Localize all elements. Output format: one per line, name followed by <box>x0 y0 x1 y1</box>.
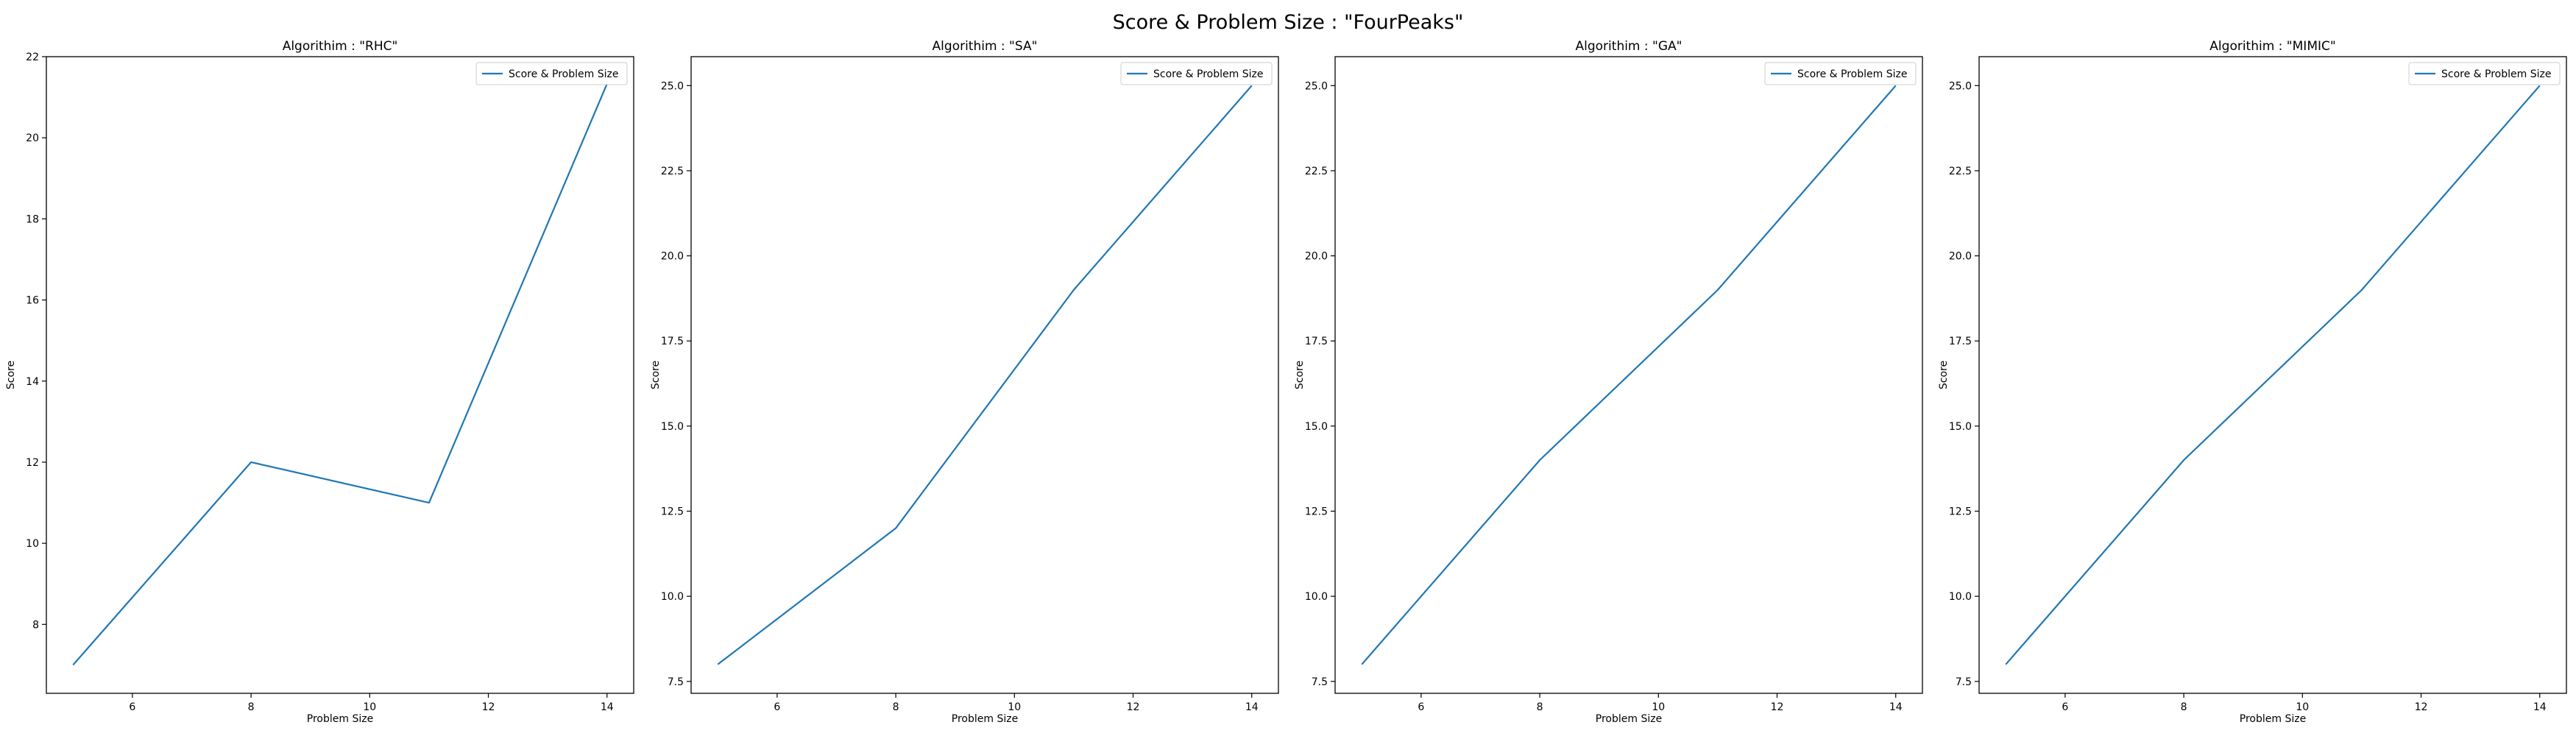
legend: Score & Problem Size <box>1764 62 1917 85</box>
x-tick-label: 6 <box>129 701 135 713</box>
x-tick-label: 8 <box>893 701 899 713</box>
legend-box <box>475 62 628 85</box>
legend-box <box>1120 62 1273 85</box>
y-tick-label: 22.5 <box>661 166 684 177</box>
y-tick-label: 16 <box>26 295 39 307</box>
x-tick-label: 12 <box>482 701 495 713</box>
figure-title: Score & Problem Size : "FourPeaks" <box>1113 11 1464 34</box>
x-axis-label: Problem Size <box>952 713 1018 725</box>
y-tick-label: 8 <box>32 619 39 631</box>
y-tick-label: 20.0 <box>1305 251 1328 263</box>
y-tick-label: 20 <box>26 132 39 144</box>
x-tick-label: 8 <box>1537 701 1543 713</box>
y-tick-label: 17.5 <box>661 336 684 347</box>
x-axis-label: Problem Size <box>2240 713 2306 725</box>
x-tick-label: 12 <box>2415 701 2428 713</box>
y-tick-label: 12.5 <box>661 506 684 518</box>
y-tick-label: 20.0 <box>1949 251 1972 263</box>
y-axis-label: Score <box>5 361 17 389</box>
subplot-title: Algorithim : "RHC" <box>283 39 398 54</box>
x-tick-label: 6 <box>1418 701 1424 713</box>
legend: Score & Problem Size <box>475 62 628 85</box>
y-tick-label: 20.0 <box>661 251 684 263</box>
y-tick-label: 7.5 <box>1956 676 1972 688</box>
y-tick-label: 10.0 <box>1949 591 1972 603</box>
y-tick-label: 15.0 <box>661 421 684 433</box>
axes-frame <box>1334 56 1923 694</box>
legend-label: Score & Problem Size <box>509 68 618 80</box>
series-line <box>2005 85 2541 665</box>
x-tick-label: 12 <box>1127 701 1140 713</box>
y-tick-label: 7.5 <box>1312 676 1328 688</box>
x-tick-label: 12 <box>1771 701 1784 713</box>
y-tick-label: 12 <box>26 457 39 469</box>
subplot-title: Algorithim : "GA" <box>1576 39 1682 54</box>
y-tick-label: 10.0 <box>1305 591 1328 603</box>
x-tick-label: 10 <box>1652 701 1665 713</box>
y-tick-label: 7.5 <box>668 676 684 688</box>
x-axis-label: Problem Size <box>1596 713 1662 725</box>
legend-label: Score & Problem Size <box>2441 68 2551 80</box>
y-tick-label: 14 <box>26 376 39 388</box>
x-tick-label: 14 <box>1889 701 1903 713</box>
series-line <box>72 83 608 666</box>
axes-frame <box>1978 56 2567 694</box>
x-tick-label: 14 <box>2533 701 2547 713</box>
y-tick-label: 25.0 <box>1305 80 1328 92</box>
legend-label: Score & Problem Size <box>1153 68 1263 80</box>
series-line <box>1361 85 1897 665</box>
y-axis-label: Score <box>1938 361 1950 389</box>
legend-label: Score & Problem Size <box>1797 68 1907 80</box>
y-tick-label: 25.0 <box>661 80 684 92</box>
y-tick-label: 17.5 <box>1305 336 1328 347</box>
subplots: Algorithim : "RHC" 6 8 10 12 14 8 10 12 14 16 18 20 2… <box>5 39 2567 725</box>
subplot-2: Algorithim : "SA" 6 8 10 12 14 7.5 10.0 12.5 15.0… <box>650 39 1279 725</box>
y-tick-label: 12.5 <box>1949 506 1972 518</box>
axes-frame <box>46 56 634 694</box>
x-tick-label: 8 <box>248 701 255 713</box>
legend-box <box>1764 62 1917 85</box>
y-tick-label: 18 <box>26 213 39 225</box>
x-tick-label: 14 <box>601 701 614 713</box>
y-tick-label: 25.0 <box>1949 80 1972 92</box>
legend: Score & Problem Size <box>2408 62 2561 85</box>
subplot-3: Algorithim : "GA" 6 8 10 12 14 7.5 10.0 12.5 15.0… <box>1294 39 1923 725</box>
x-tick-label: 6 <box>774 701 780 713</box>
y-tick-label: 10.0 <box>661 591 684 603</box>
series-line <box>717 85 1253 665</box>
x-tick-label: 8 <box>2181 701 2187 713</box>
y-tick-label: 10 <box>26 538 39 550</box>
y-tick-label: 22.5 <box>1949 166 1972 177</box>
y-tick-label: 12.5 <box>1305 506 1328 518</box>
x-tick-label: 14 <box>1245 701 1259 713</box>
x-tick-label: 6 <box>2062 701 2068 713</box>
y-tick-label: 22.5 <box>1305 166 1328 177</box>
x-axis-label: Problem Size <box>307 713 373 725</box>
axes-frame <box>690 56 1279 694</box>
subplot-1: Algorithim : "RHC" 6 8 10 12 14 8 10 12 14 16 18 20 2… <box>5 39 634 725</box>
y-tick-label: 22 <box>26 52 39 63</box>
y-tick-label: 15.0 <box>1949 421 1972 433</box>
y-axis-label: Score <box>1294 361 1306 389</box>
y-tick-label: 15.0 <box>1305 421 1328 433</box>
x-tick-label: 10 <box>1008 701 1021 713</box>
x-tick-label: 10 <box>2296 701 2309 713</box>
legend-box <box>2408 62 2561 85</box>
x-tick-label: 10 <box>363 701 376 713</box>
y-axis-label: Score <box>650 361 662 389</box>
subplot-title: Algorithim : "SA" <box>933 39 1038 54</box>
y-tick-label: 17.5 <box>1949 336 1972 347</box>
subplot-title: Algorithim : "MIMIC" <box>2209 39 2335 54</box>
legend: Score & Problem Size <box>1120 62 1273 85</box>
subplot-4: Algorithim : "MIMIC" 6 8 10 12 14 7.5 10.0 12.5 1… <box>1938 39 2567 725</box>
